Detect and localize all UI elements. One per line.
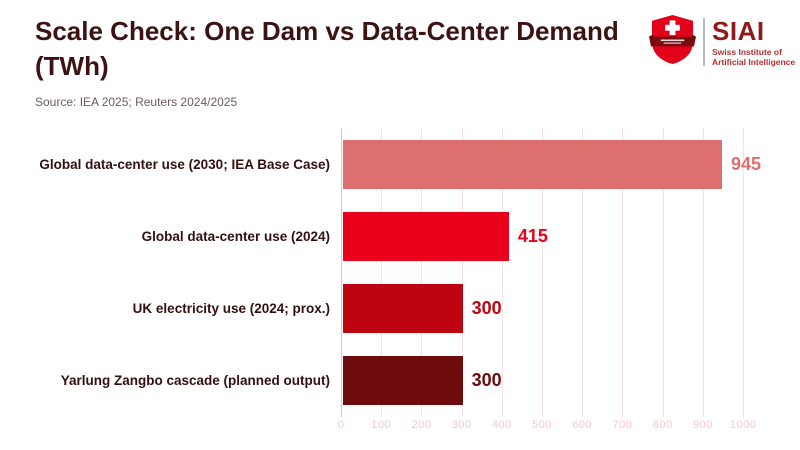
x-tick-label-1000: 1000 — [729, 419, 757, 431]
gridline — [622, 128, 624, 417]
logo-name-line2: Artificial Intelligence — [712, 56, 796, 67]
logo-brand: SIAI — [712, 15, 765, 46]
x-tick-label-900: 900 — [692, 419, 713, 431]
x-tick-label-700: 700 — [612, 419, 633, 431]
siai-logo: SIAI Swiss Institute of Artificial Intel… — [649, 14, 795, 71]
x-tick-label-300: 300 — [451, 419, 472, 431]
gridline — [582, 128, 584, 417]
x-axis: 0 100 200 300 400 500 600 700 800 900 1000 — [337, 419, 800, 435]
gridline — [381, 128, 383, 417]
logo-name: Swiss Institute of Artificial Intelligen… — [712, 47, 795, 67]
x-tick-label-0: 0 — [337, 419, 345, 431]
x-tick-label-500: 500 — [532, 419, 552, 431]
category-label-0: Global data-center use (2030; IEA Base C… — [39, 156, 330, 172]
x-tick-label-400: 400 — [491, 419, 512, 431]
category-label-3: Yarlung Zangbo cascade (planned output) — [60, 373, 330, 389]
x-tick-label-200: 200 — [411, 419, 432, 431]
zero-spine — [341, 128, 342, 417]
gridline — [461, 128, 463, 417]
bar-1 — [342, 211, 510, 261]
gridline — [421, 128, 423, 417]
category-labels: Global data-center use (2030; IEA Base C… — [26, 128, 330, 417]
value-label-3: 300 — [471, 370, 502, 391]
gridline — [743, 128, 745, 417]
siai-shield-icon — [649, 14, 696, 71]
x-tick-label-800: 800 — [652, 419, 673, 431]
value-label-2: 300 — [471, 298, 502, 319]
value-label-0: 945 — [730, 153, 761, 174]
x-tick-label-100: 100 — [371, 419, 392, 431]
x-tick-label-600: 600 — [572, 419, 593, 431]
logo-divider — [703, 18, 705, 66]
bar-2 — [342, 284, 464, 334]
bar-0 — [342, 139, 723, 189]
logo-text: SIAI Swiss Institute of Artificial Intel… — [712, 18, 795, 67]
gridline — [542, 128, 544, 417]
logo-name-line1: Swiss Institute of — [712, 46, 782, 57]
gridline — [501, 128, 503, 417]
category-label-1: Global data-center use (2024) — [141, 228, 330, 244]
category-label-2: UK electricity use (2024; prox.) — [132, 301, 330, 317]
plot-area: 945 415 300 300 — [341, 128, 770, 417]
gridline — [702, 128, 704, 417]
gridline — [662, 128, 664, 417]
page-title: Scale Check: One Dam vs Data-Center Dema… — [35, 16, 619, 81]
bar-3 — [342, 356, 464, 406]
source-note: Source: IEA 2025; Reuters 2024/2025 — [35, 95, 238, 109]
value-label-1: 415 — [517, 225, 548, 246]
